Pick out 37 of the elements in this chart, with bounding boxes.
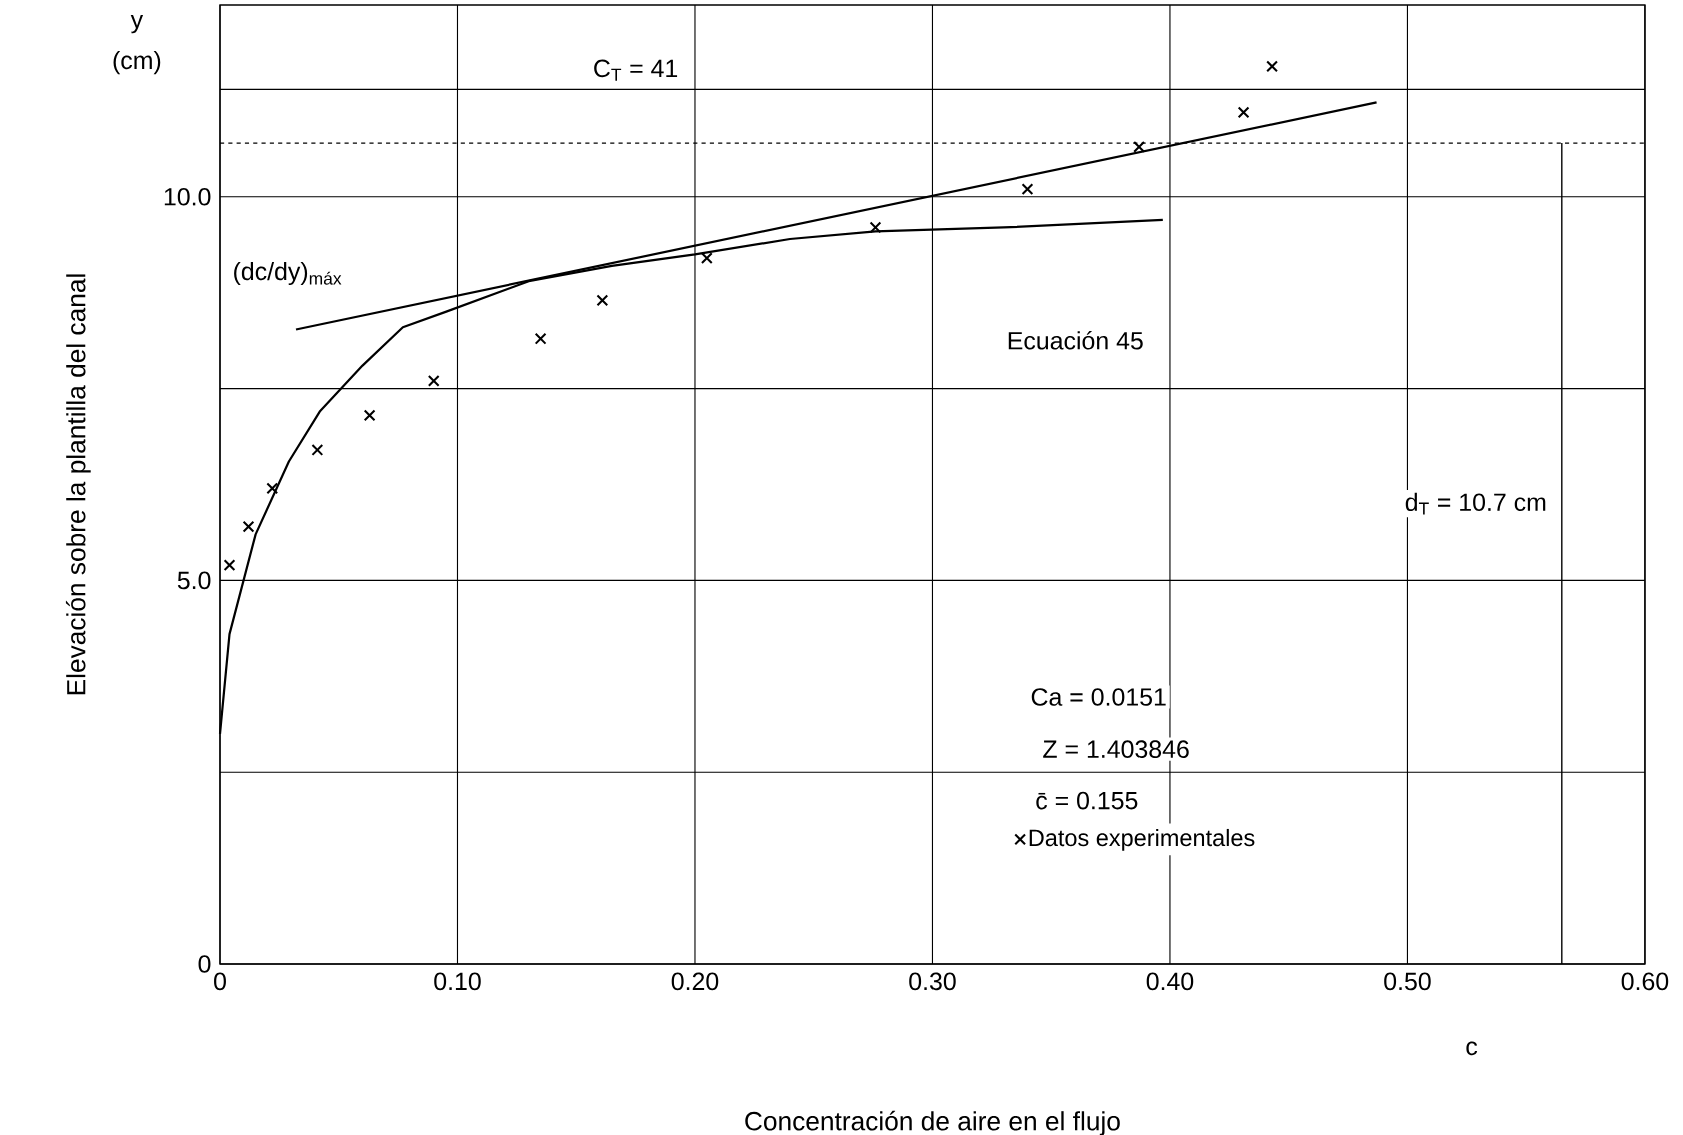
point [363,409,376,422]
x-tick-label: 0.10 [434,972,481,991]
annotation: Ca = 0.0151 [1031,688,1166,706]
text: (cm) [113,50,161,75]
y-axis-title: Elevación sobre la plantilla del canal [65,274,91,695]
x-tick-label: 0.40 [1146,972,1194,991]
annotation: Z = 1.403846 [1043,740,1189,758]
y-tick-label: 0 [198,955,211,973]
point [242,520,255,533]
x-tick-label: 0.30 [909,972,956,991]
point [596,294,609,307]
annotation: Ecuación 45 [1008,330,1143,350]
annotation: d$_{T}$ = 10.7 cm [1405,492,1546,515]
point [534,332,547,345]
text: y [130,14,144,34]
x-tick-label: 0.20 [671,972,719,991]
x-tick-label: 0.50 [1384,972,1431,991]
point [1133,140,1146,153]
point [1021,183,1034,196]
point [427,374,440,387]
legend-label: Datos experimentales [1029,828,1255,851]
point [223,559,236,571]
y-tick-label: 10.0 [164,187,211,206]
point [869,221,882,234]
point [1237,106,1250,119]
x-tick-label: 0.60 [1621,972,1669,991]
point [311,444,324,456]
point [1266,60,1279,73]
point [266,482,279,495]
annotation: (dc/dy)$_{máx}$ [234,261,342,286]
y-tick-label: 5.0 [177,571,211,590]
annotation: c̄ = 0.155 [1036,791,1138,810]
point [700,252,713,265]
x-tick-label: 0 [214,972,226,991]
text: c [1466,1041,1478,1056]
x-axis-title: Concentración de aire en el flujo [745,1110,1120,1135]
annotation: C$_{T}$ = 41 [594,59,678,81]
